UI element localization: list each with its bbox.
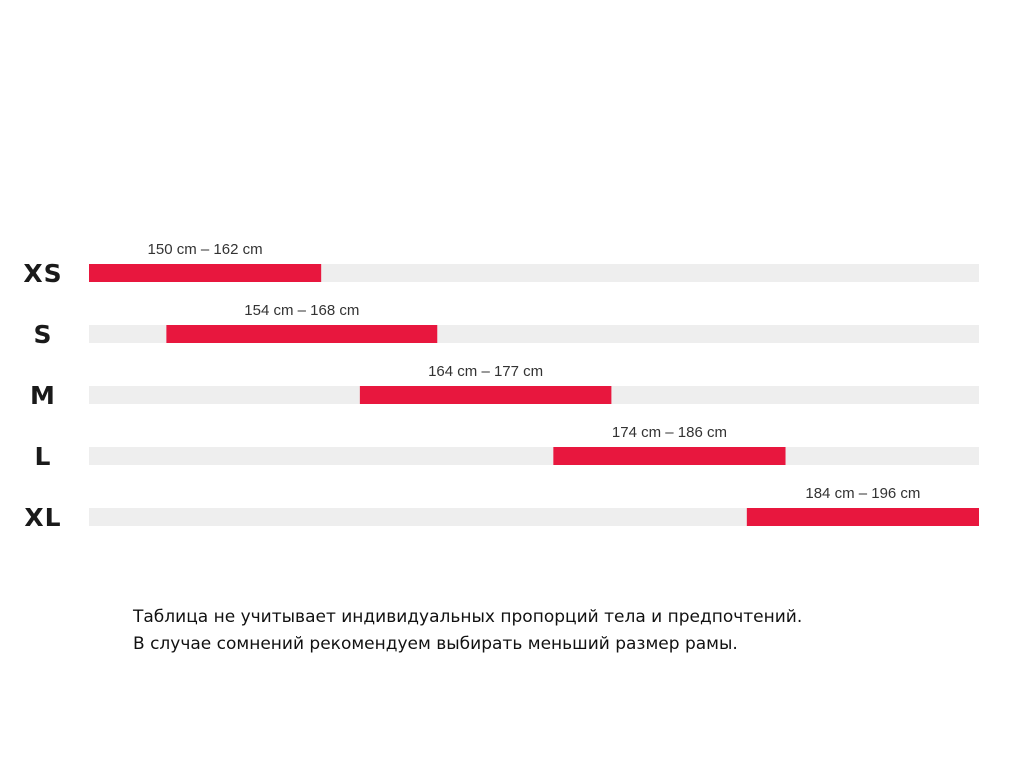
size-label-xs: XS	[23, 259, 62, 288]
track-l	[89, 447, 979, 465]
range-label-m: 164 cm – 177 cm	[428, 363, 543, 380]
range-label-xs: 150 cm – 162 cm	[148, 241, 263, 258]
range-label-xl: 184 cm – 196 cm	[805, 485, 920, 502]
size-chart: XS 150 cm – 162 cm S 154 cm – 168 cm M 164 cm…	[23, 241, 979, 532]
range-label-s: 154 cm – 168 cm	[244, 302, 359, 319]
disclaimer-note: Таблица не учитывает индивидуальных проп…	[133, 604, 802, 658]
range-bar-l	[553, 447, 786, 465]
size-label-m: M	[30, 381, 56, 410]
range-bar-xs	[89, 264, 322, 282]
range-bar-xl	[746, 508, 979, 526]
range-label-l: 174 cm – 186 cm	[612, 424, 727, 441]
size-label-s: S	[33, 320, 52, 349]
range-bar-s	[166, 325, 438, 343]
disclaimer-line-1: Таблица не учитывает индивидуальных проп…	[133, 607, 803, 627]
disclaimer-line-2: В случае сомнений рекомендуем выбирать м…	[133, 634, 738, 654]
size-label-xl: XL	[24, 503, 61, 532]
size-label-l: L	[35, 442, 52, 471]
range-bar-m	[359, 386, 612, 404]
